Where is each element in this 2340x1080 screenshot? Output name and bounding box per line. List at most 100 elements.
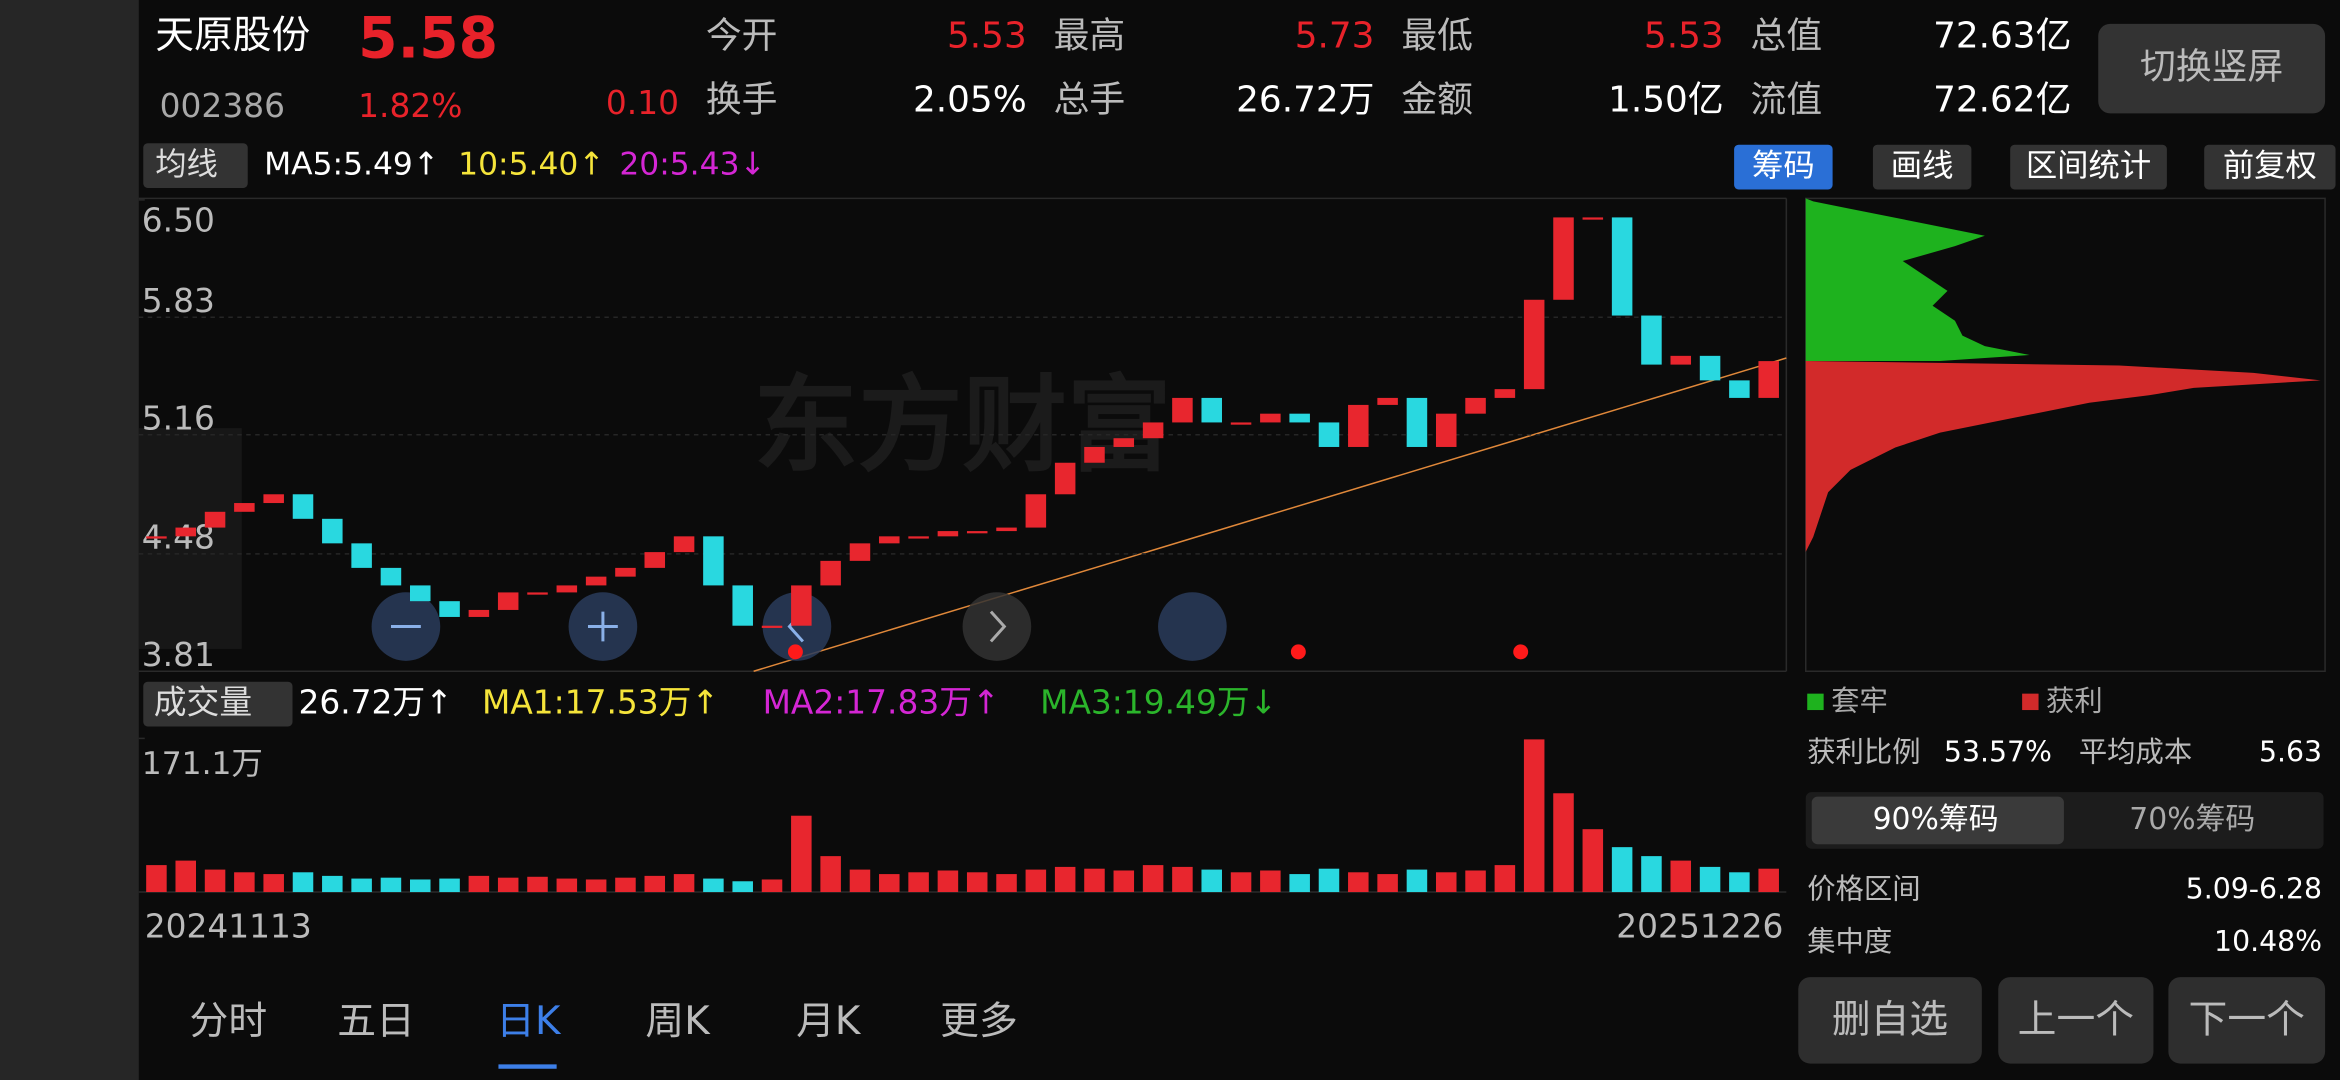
candle [527,592,548,595]
candle [1729,380,1750,398]
y-tick-label: 5.83 [142,282,215,320]
tab[interactable]: 月K [796,999,862,1044]
mode-selected[interactable] [1811,796,2064,845]
rotate-label[interactable]: 切换竖屏 [2140,47,2283,88]
action-button[interactable] [1798,977,1982,1064]
quote-value: 5.53 [947,15,1027,56]
mode[interactable]: 90%筹码 [1873,802,1999,837]
tab[interactable]: 更多 [940,999,1018,1044]
volume-bar [351,878,372,893]
quote-label: 今开 [706,15,778,56]
quote-label: 换手 [706,79,778,120]
volume-bar [996,874,1017,893]
candle [1465,397,1486,414]
volume-title[interactable]: 成交量 [154,684,252,722]
volume-legend: 26.72万↑ [298,684,452,722]
candle [409,585,431,602]
candle [1699,355,1721,381]
volume-bar [1582,829,1604,893]
volume-bar [1054,866,1076,893]
action-label[interactable]: 上一个 [2018,997,2134,1042]
y-tick-label: 5.16 [142,399,215,437]
action-label[interactable]: 下一个 [2189,997,2305,1042]
tool-button-label[interactable]: 筹码 [1752,148,1815,184]
candle [146,536,167,539]
volume-legend: MA2:17.83万↑ [763,684,1000,722]
x-tick-label: 20241113 [145,907,312,945]
volume-bar [1523,739,1545,893]
volume-bar [1406,869,1428,893]
tool-button[interactable] [2204,144,2336,190]
indicator-select[interactable] [143,143,248,188]
volume-bar [615,877,636,893]
candle [1523,299,1545,390]
candle [673,536,695,553]
indicator-label[interactable]: 均线 [155,147,218,183]
candle [1260,413,1281,423]
prev[interactable] [762,592,832,661]
candle [937,531,959,537]
volume-bar [1172,866,1193,893]
action-label[interactable]: 删自选 [1832,997,1948,1042]
candle [1348,404,1369,447]
volume-bar [908,872,929,893]
volume-select[interactable] [143,681,293,727]
candle [585,576,607,586]
candle [234,503,255,512]
tool-button[interactable] [1734,144,1833,190]
action-button[interactable] [2168,977,2326,1064]
concentration-label: 集中度 [1807,925,1892,958]
y-tick-label: 3.81 [142,636,215,674]
icons [390,610,804,643]
tab[interactable]: 日K [496,999,562,1044]
candle [439,601,460,617]
action-button[interactable] [1998,977,2154,1064]
side-strip [0,0,139,1080]
volume-bar [1611,847,1633,893]
tool-button[interactable] [2010,144,2167,190]
volume-bar [703,878,724,893]
dot [1290,644,1306,660]
quote-label: 总手 [1054,79,1126,120]
reset[interactable] [1158,592,1227,661]
volume-bar [673,874,695,893]
candle [1084,446,1105,463]
candle [966,531,988,534]
volume-bar [1260,870,1281,893]
rotate-button[interactable] [2098,23,2326,114]
candle [1758,361,1779,398]
tab[interactable]: 五日 [337,999,415,1044]
mode[interactable]: 70%筹码 [2129,802,2255,837]
tab[interactable]: 分时 [190,999,268,1044]
candle [644,552,666,568]
tool-button-label[interactable]: 画线 [1891,148,1954,184]
tool-button-label[interactable]: 区间统计 [2026,148,2151,184]
next[interactable] [962,592,1032,661]
volume-bar [1084,868,1105,893]
volume-bar [1641,856,1662,893]
volume-bar [556,878,578,893]
candle [1113,438,1135,447]
volume-bar [966,872,988,893]
quote-value: 2.05% [913,79,1027,120]
candle [1172,397,1193,423]
profit-ratio: 53.57% [1944,735,2052,768]
volume-bar [791,815,812,893]
volume-bar [1435,872,1457,893]
ma5: MA5:5.49↑ [264,147,439,183]
tab[interactable]: 周K [645,999,711,1044]
quote-value: 5.53 [1644,15,1724,56]
tool-button[interactable] [1872,144,1972,190]
candle [175,527,197,537]
volume-bar [409,879,431,893]
candle [1230,422,1252,425]
candle [1670,355,1692,365]
candle [615,567,636,577]
volume-bar [849,869,871,893]
volume-bar [146,865,167,893]
candle [468,609,490,617]
tool-button-label[interactable]: 前复权 [2223,148,2317,184]
volume-bar [1348,872,1369,893]
volume-bar [937,870,959,893]
volume-bar [322,875,343,893]
